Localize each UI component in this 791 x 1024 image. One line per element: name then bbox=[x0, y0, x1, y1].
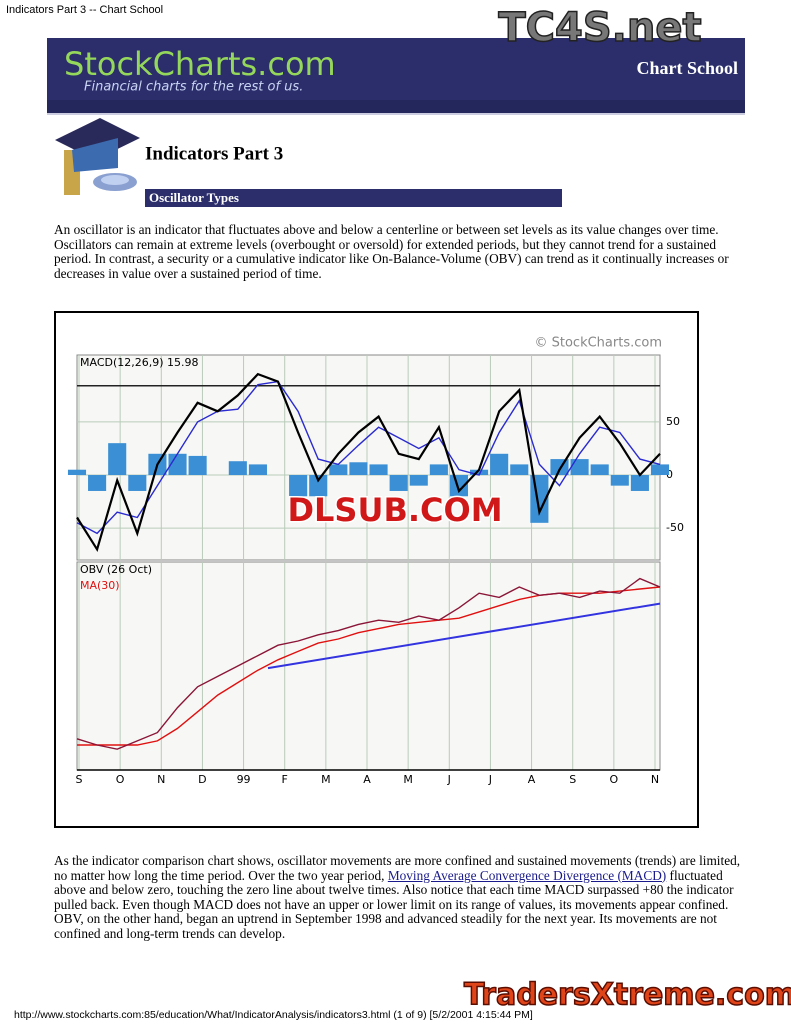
histogram-bar bbox=[329, 464, 348, 476]
cap-icon bbox=[55, 118, 140, 195]
x-tick-label: S bbox=[569, 773, 576, 786]
histogram-bar bbox=[510, 464, 529, 476]
macd-link[interactable]: Moving Average Convergence Divergence (M… bbox=[387, 867, 667, 883]
series-line bbox=[76, 577, 661, 750]
histogram-bar bbox=[188, 455, 207, 476]
text: As the indicator comparison chart shows,… bbox=[54, 853, 741, 883]
histogram-bar bbox=[228, 461, 247, 476]
histogram-bar bbox=[570, 459, 589, 476]
copyright: © StockCharts.com bbox=[534, 336, 662, 351]
histogram-bar bbox=[630, 475, 649, 491]
x-tick-label: A bbox=[363, 773, 371, 786]
series-line bbox=[76, 380, 661, 535]
y-tick-label: 0 bbox=[666, 468, 673, 481]
x-tick-label: N bbox=[157, 773, 165, 786]
y-tick-label: 50 bbox=[666, 415, 680, 428]
legend-label: MA(30) bbox=[80, 579, 120, 592]
tagline: Financial charts for the rest of us. bbox=[84, 80, 303, 95]
histogram-bar bbox=[490, 453, 509, 476]
logo: StockCharts.com bbox=[64, 45, 336, 83]
footer-url: http://www.stockcharts.com:85/education/… bbox=[14, 1009, 533, 1021]
chart: © StockCharts.com S O N D 99 F M A M J J A S O N 50 0 -50 M… bbox=[67, 336, 684, 786]
y-tick-label: -50 bbox=[666, 521, 684, 534]
histogram-bar bbox=[369, 464, 388, 476]
x-tick-label: J bbox=[447, 773, 451, 786]
histogram-bar bbox=[429, 464, 448, 476]
histogram-bar bbox=[88, 475, 107, 491]
x-tick-label: J bbox=[488, 773, 492, 786]
watermark-top: TC4S.net bbox=[498, 5, 701, 51]
x-tick-label: N bbox=[651, 773, 659, 786]
subtitle: Oscillator Types bbox=[149, 190, 239, 205]
histogram-bar bbox=[349, 462, 368, 476]
histogram-bar bbox=[128, 475, 147, 491]
x-tick-label: 99 bbox=[237, 773, 251, 786]
x-tick-label: M bbox=[403, 773, 413, 786]
discussion-paragraph: As the indicator comparison chart shows,… bbox=[54, 853, 750, 942]
panel-label: OBV (26 Oct) bbox=[80, 563, 152, 576]
banner-stripe bbox=[47, 100, 745, 113]
histogram-bar bbox=[590, 464, 609, 476]
intro-paragraph: An oscillator is an indicator that fluct… bbox=[54, 222, 729, 281]
section-name: Chart School bbox=[636, 58, 738, 78]
histogram-bar bbox=[389, 475, 408, 491]
text: fluctuated above and below zero, touchin… bbox=[54, 867, 734, 941]
x-tick-label: O bbox=[610, 773, 619, 786]
series-line bbox=[76, 372, 661, 553]
histogram-bar bbox=[168, 453, 187, 476]
histogram-bar bbox=[67, 469, 87, 476]
histogram-bar bbox=[650, 464, 670, 476]
watermark-bottom: TradersXtreme.com bbox=[464, 978, 791, 1013]
histogram-bar bbox=[470, 469, 489, 476]
watermark-chart: DLSUB.COM bbox=[287, 491, 502, 529]
histogram-bar bbox=[108, 443, 127, 476]
x-tick-label: M bbox=[321, 773, 331, 786]
histogram-bar bbox=[449, 475, 469, 497]
x-tick-label: A bbox=[528, 773, 536, 786]
x-tick-label: F bbox=[282, 773, 288, 786]
histogram-bar bbox=[409, 475, 428, 486]
subtitle-bar bbox=[145, 189, 562, 207]
x-tick-label: O bbox=[116, 773, 125, 786]
panel-label: MACD(12,26,9) 15.98 bbox=[80, 356, 199, 369]
histogram-bar bbox=[610, 475, 629, 486]
browser-header: Indicators Part 3 -- Chart School bbox=[6, 4, 164, 16]
histogram-bar bbox=[248, 464, 267, 476]
x-tick-label: S bbox=[76, 773, 83, 786]
x-tick-label: D bbox=[198, 773, 206, 786]
histogram-bar bbox=[289, 475, 308, 497]
histogram-bar bbox=[309, 475, 328, 497]
trendline bbox=[267, 602, 661, 670]
page-title: Indicators Part 3 bbox=[145, 143, 283, 164]
